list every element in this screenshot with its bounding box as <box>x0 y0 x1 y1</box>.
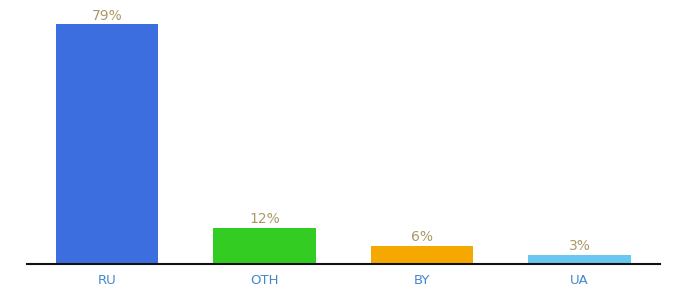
Bar <box>56 24 158 264</box>
Bar <box>371 246 473 264</box>
Bar <box>214 228 316 264</box>
Text: 6%: 6% <box>411 230 433 244</box>
Bar <box>528 255 631 264</box>
Text: 12%: 12% <box>250 212 280 226</box>
Text: 3%: 3% <box>568 239 591 254</box>
Text: 79%: 79% <box>92 9 122 23</box>
